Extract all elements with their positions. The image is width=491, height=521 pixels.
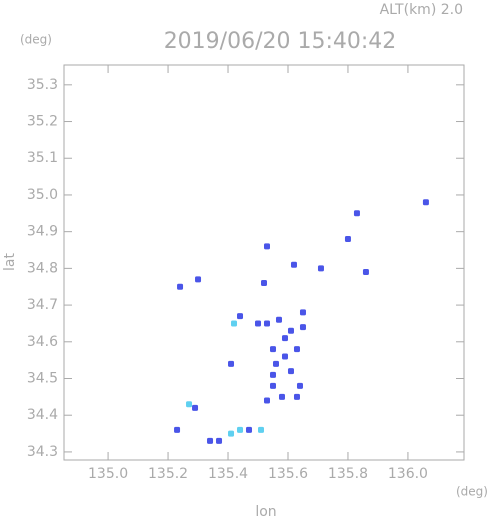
echo-point xyxy=(422,199,429,206)
echo-point xyxy=(353,210,360,217)
echo-point xyxy=(272,360,279,367)
echo-point xyxy=(186,401,193,408)
echo-point xyxy=(207,437,214,444)
echo-point xyxy=(192,404,199,411)
x-tick-label: 135.8 xyxy=(328,466,368,482)
x-tick-label: 136.0 xyxy=(388,466,428,482)
y-tick-label: 34.9 xyxy=(27,224,58,240)
echo-point xyxy=(269,371,276,378)
y-tick-label: 34.3 xyxy=(27,444,58,460)
echo-point xyxy=(287,368,294,375)
y-tick-label: 35.0 xyxy=(27,187,58,203)
echo-point xyxy=(195,276,202,283)
echo-point xyxy=(296,382,303,389)
echo-point xyxy=(261,280,267,287)
y-tick-label: 34.8 xyxy=(27,260,58,276)
echo-point xyxy=(344,236,351,243)
echo-point xyxy=(228,430,235,437)
echo-point xyxy=(174,426,181,433)
echo-point xyxy=(263,397,270,404)
echo-point xyxy=(281,353,288,360)
y-axis-label: lat xyxy=(2,253,18,271)
echo-point xyxy=(299,324,306,331)
x-tick-label: 135.2 xyxy=(148,466,188,482)
y-tick-label: 35.3 xyxy=(27,77,58,93)
echo-point xyxy=(269,346,276,353)
echo-point xyxy=(237,426,244,433)
echo-point xyxy=(281,335,288,342)
plot-frame xyxy=(63,64,465,461)
y-tick-label: 34.4 xyxy=(27,407,58,423)
x-tick-label: 135.6 xyxy=(268,466,308,482)
y-unit: (deg) xyxy=(20,33,52,47)
y-tick-label: 34.7 xyxy=(27,297,58,313)
y-tick-label: 35.1 xyxy=(27,150,58,166)
echo-point xyxy=(246,426,253,433)
echo-point xyxy=(237,313,244,320)
echo-point xyxy=(293,393,300,400)
echo-point xyxy=(293,346,300,353)
echo-point xyxy=(278,393,285,400)
y-tick-label: 34.6 xyxy=(27,334,58,350)
echo-point xyxy=(177,283,184,290)
y-tick-label: 35.2 xyxy=(27,114,58,130)
echo-point xyxy=(317,265,324,272)
echo-point xyxy=(258,426,265,433)
echo-point xyxy=(263,243,270,250)
x-axis-label: lon xyxy=(255,504,276,520)
y-tick-label: 34.5 xyxy=(27,371,58,387)
echo-point xyxy=(290,261,297,268)
echo-point xyxy=(231,320,238,327)
x-tick-label: 135.4 xyxy=(208,466,248,482)
x-unit: (deg) xyxy=(456,485,488,499)
x-tick-label: 135.0 xyxy=(88,466,128,482)
echo-point xyxy=(263,320,270,327)
echo-point xyxy=(299,309,306,316)
echo-point xyxy=(228,360,235,367)
chart-title: 2019/06/20 15:40:42 xyxy=(164,29,397,54)
echo-point xyxy=(269,382,276,389)
echo-point xyxy=(275,316,282,323)
echo-point xyxy=(255,320,262,327)
echo-point xyxy=(216,437,223,444)
subtitle: ALT(km) 2.0 xyxy=(380,2,463,18)
echo-point xyxy=(287,327,294,334)
echo-point xyxy=(362,269,369,276)
